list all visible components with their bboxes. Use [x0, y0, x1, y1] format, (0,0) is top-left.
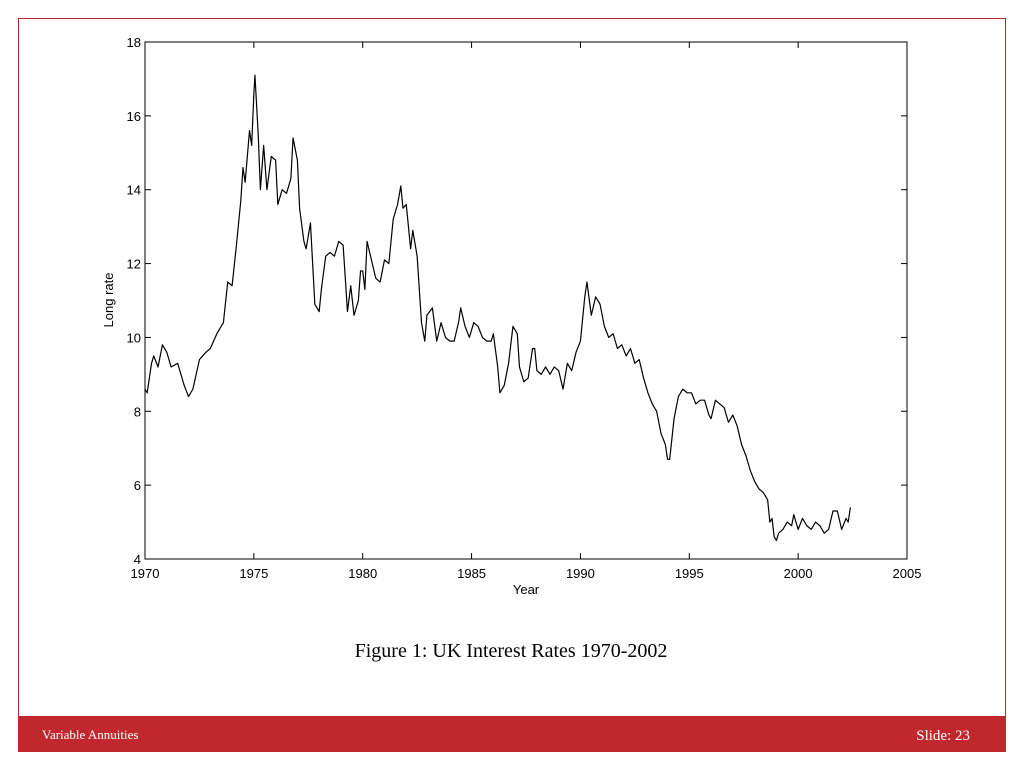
- x-tick-label: 1975: [239, 566, 268, 581]
- y-tick-label: 6: [134, 478, 141, 493]
- x-tick-label: 2005: [893, 566, 922, 581]
- footer-left: Variable Annuities: [42, 727, 138, 742]
- y-axis-label: Long rate: [101, 273, 116, 328]
- x-tick-label: 1980: [348, 566, 377, 581]
- plot-frame: [144, 41, 908, 560]
- y-tick-label: 16: [127, 109, 141, 124]
- x-tick-label: 1990: [566, 566, 595, 581]
- x-axis-label: Year: [513, 582, 540, 597]
- y-tick-label: 12: [127, 257, 141, 272]
- y-tick-label: 4: [134, 552, 141, 567]
- x-tick-label: 2000: [784, 566, 813, 581]
- y-tick-label: 14: [127, 183, 141, 198]
- data-line: [144, 74, 851, 542]
- footer-right: Slide: 23: [916, 728, 970, 744]
- x-tick-label: 1985: [457, 566, 486, 581]
- y-tick-label: 10: [127, 330, 141, 345]
- y-tick-label: 8: [134, 404, 141, 419]
- footer-bar: [18, 716, 1006, 752]
- y-tick-label: 18: [127, 35, 141, 50]
- x-tick-label: 1970: [131, 566, 160, 581]
- x-tick-label: 1995: [675, 566, 704, 581]
- figure-caption: Figure 1: UK Interest Rates 1970-2002: [355, 640, 668, 662]
